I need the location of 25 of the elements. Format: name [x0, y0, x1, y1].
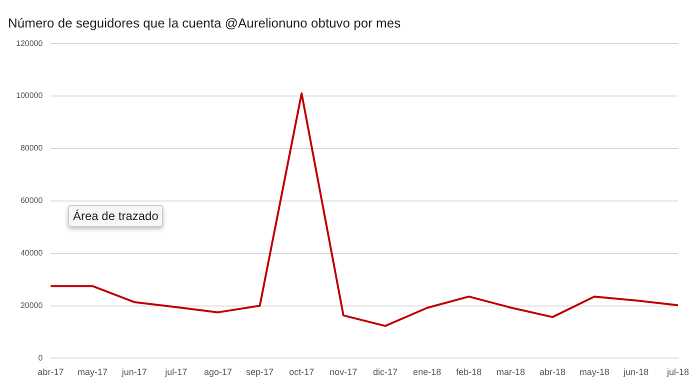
x-tick-label: feb-18	[456, 367, 482, 378]
x-tick-label: may-18	[579, 367, 610, 378]
x-tick-label: nov-17	[330, 367, 358, 378]
x-tick-label: abr-18	[540, 367, 566, 378]
y-tick-label: 100000	[16, 91, 44, 100]
x-tick-label: mar-18	[496, 367, 525, 378]
x-tick-label: abr-17	[38, 367, 64, 378]
x-tick-label: ago-17	[204, 367, 232, 378]
annotation: Área de trazado	[68, 205, 164, 227]
x-tick-label: dic-17	[372, 367, 398, 378]
y-tick-label: 120000	[16, 38, 44, 48]
x-tick-label: jul-17	[164, 367, 188, 378]
x-tick-label: may-17	[78, 367, 108, 378]
x-tick-label: jul-18	[666, 367, 689, 378]
y-tick-label: 60000	[20, 196, 44, 206]
chart-title: Número de seguidores que la cuenta @Aurelionuno obtuvo por mes	[8, 15, 402, 30]
y-tick-label: 0	[38, 353, 44, 362]
x-tick-label: jun-18	[622, 367, 649, 378]
x-tick-label: oct-17	[289, 367, 314, 378]
x-tick-label: sep-17	[246, 367, 274, 378]
y-tick-label: 20000	[20, 300, 44, 310]
x-tick-label: ene-18	[413, 367, 442, 378]
x-tick-label: jun-17	[120, 367, 147, 378]
y-tick-label: 80000	[20, 144, 44, 153]
y-tick-label: 40000	[20, 248, 44, 258]
